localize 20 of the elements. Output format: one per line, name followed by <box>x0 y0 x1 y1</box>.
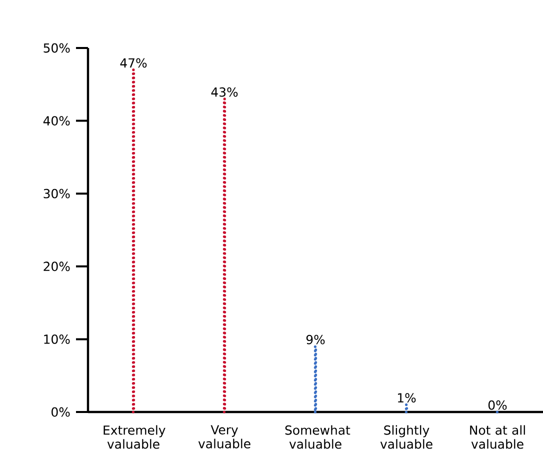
y-tick-label: 0% <box>52 407 70 417</box>
bar <box>404 403 408 414</box>
x-tick-label: Not at all valuable <box>470 425 525 449</box>
bar <box>132 68 136 414</box>
data-label: 9% <box>306 334 325 344</box>
x-tick-label: Slightly valuable <box>380 425 432 449</box>
y-tick-label: 50% <box>44 43 70 53</box>
x-tick-label: Extremely valuable <box>104 425 166 449</box>
y-tick-label: 10% <box>44 334 70 344</box>
data-label: 0% <box>488 400 507 410</box>
y-tick-label: 40% <box>43 116 70 126</box>
data-label: 1% <box>398 393 416 403</box>
x-tick-label: Very valuable <box>198 425 250 448</box>
y-tick-label: 30% <box>44 188 70 198</box>
bar <box>314 345 318 414</box>
data-label: 47% <box>120 58 147 68</box>
bar <box>222 98 226 414</box>
x-tick-label: Somewhat valuable <box>285 425 350 449</box>
data-label: 43% <box>211 87 238 97</box>
y-tick-label: 20% <box>44 262 70 272</box>
